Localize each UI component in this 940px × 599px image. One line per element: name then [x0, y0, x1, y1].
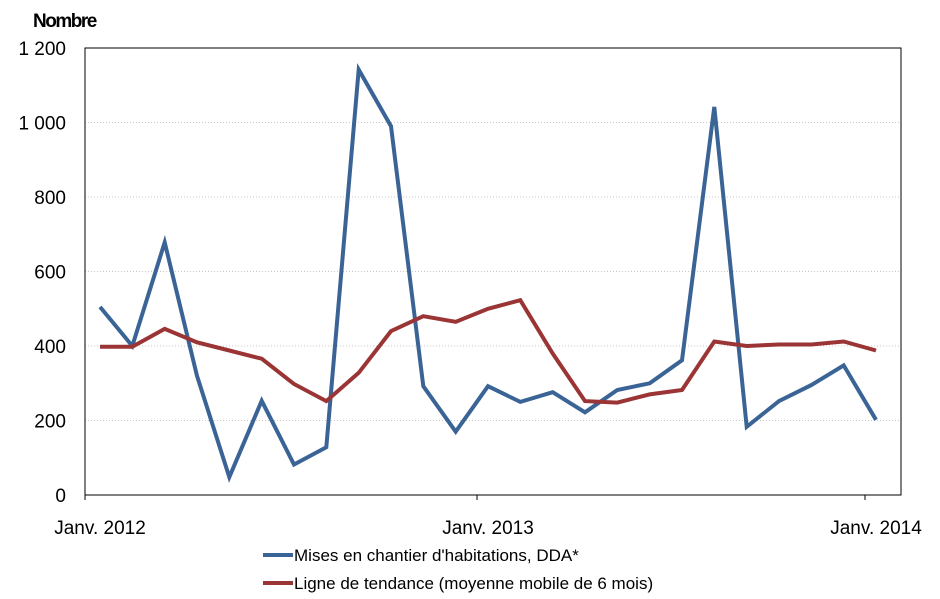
axes	[84, 47, 902, 500]
legend-label-trend-line: Ligne de tendance (moyenne mobile de 6 m…	[294, 574, 653, 593]
gridlines	[85, 47, 901, 421]
x-tick-label: Janv. 2014	[830, 518, 922, 539]
y-tick-label: 0	[55, 486, 66, 507]
legend: Mises en chantier d'habitations, DDA* Li…	[263, 546, 653, 593]
legend-label-housing-starts: Mises en chantier d'habitations, DDA*	[294, 546, 579, 565]
x-tick-label: Janv. 2012	[54, 518, 146, 539]
series-line-trend	[100, 297, 877, 405]
y-tick-label: 1 000	[18, 114, 66, 135]
series-line-housing-starts	[98, 63, 878, 483]
x-tick-labels: Janv. 2012 Janv. 2013 Janv. 2014	[54, 518, 922, 539]
y-tick-label: 1 200	[18, 39, 66, 60]
y-tick-labels: 0 200 400 600 800 1 000 1 200	[18, 39, 66, 507]
y-tick-label: 200	[34, 412, 66, 433]
x-tick-label: Janv. 2013	[442, 518, 534, 539]
plot-frame	[84, 47, 902, 496]
series-lines	[98, 63, 878, 483]
y-tick-label: 600	[34, 263, 66, 284]
y-tick-label: 800	[34, 188, 66, 209]
y-axis-title: Nombre	[33, 11, 97, 32]
y-tick-label: 400	[34, 337, 66, 358]
